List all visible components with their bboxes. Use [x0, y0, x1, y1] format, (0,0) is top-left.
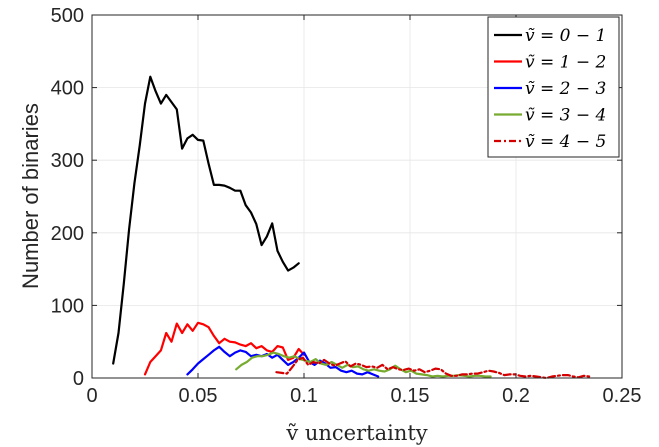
- x-tick-labels: 0 0.05 0.1 0.15 0.2 0.25: [86, 385, 641, 407]
- series-line-4: [235, 351, 492, 378]
- x-tick-label: 0: [86, 385, 97, 407]
- y-axis-title: Number of binaries: [18, 103, 43, 289]
- legend: ṽ = 0 − 1 ṽ = 1 − 2 ṽ = 2 − 3 ṽ = 3 − 4 ṽ = …: [487, 16, 620, 158]
- x-axis-title: ṽ uncertainty: [285, 421, 427, 445]
- y-tick-label: 0: [73, 368, 84, 390]
- plot-frame: [91, 14, 623, 379]
- y-tick-label: 100: [51, 295, 84, 317]
- legend-label-5: ṽ = 4 − 5: [525, 132, 606, 152]
- x-tick-label: 0.25: [603, 385, 642, 407]
- series-line-2: [143, 321, 306, 376]
- x-tick-label: 0.2: [502, 385, 530, 407]
- legend-label-4: ṽ = 3 − 4: [525, 106, 606, 126]
- legend-label-1: ṽ = 0 − 1: [525, 26, 606, 46]
- legend-label-2: ṽ = 1 − 2: [525, 53, 606, 73]
- y-tick-label: 500: [51, 5, 84, 27]
- series-line-1: [112, 75, 300, 365]
- legend-label-3: ṽ = 2 − 3: [525, 79, 606, 99]
- x-tick-label: 0.15: [391, 385, 430, 407]
- y-tick-labels: 0 100 200 300 400 500: [51, 5, 84, 390]
- series-layer: [112, 75, 591, 380]
- series-line-3: [186, 345, 380, 378]
- legend-items: ṽ = 0 − 1 ṽ = 1 − 2 ṽ = 2 − 3 ṽ = 3 − 4 ṽ = …: [494, 26, 606, 152]
- y-tick-label: 200: [51, 223, 84, 245]
- y-tick-label: 300: [51, 150, 84, 172]
- x-tick-label: 0.05: [179, 385, 218, 407]
- x-tick-label: 0.1: [290, 385, 318, 407]
- y-tick-label: 400: [51, 78, 84, 100]
- series-line-5: [275, 356, 591, 380]
